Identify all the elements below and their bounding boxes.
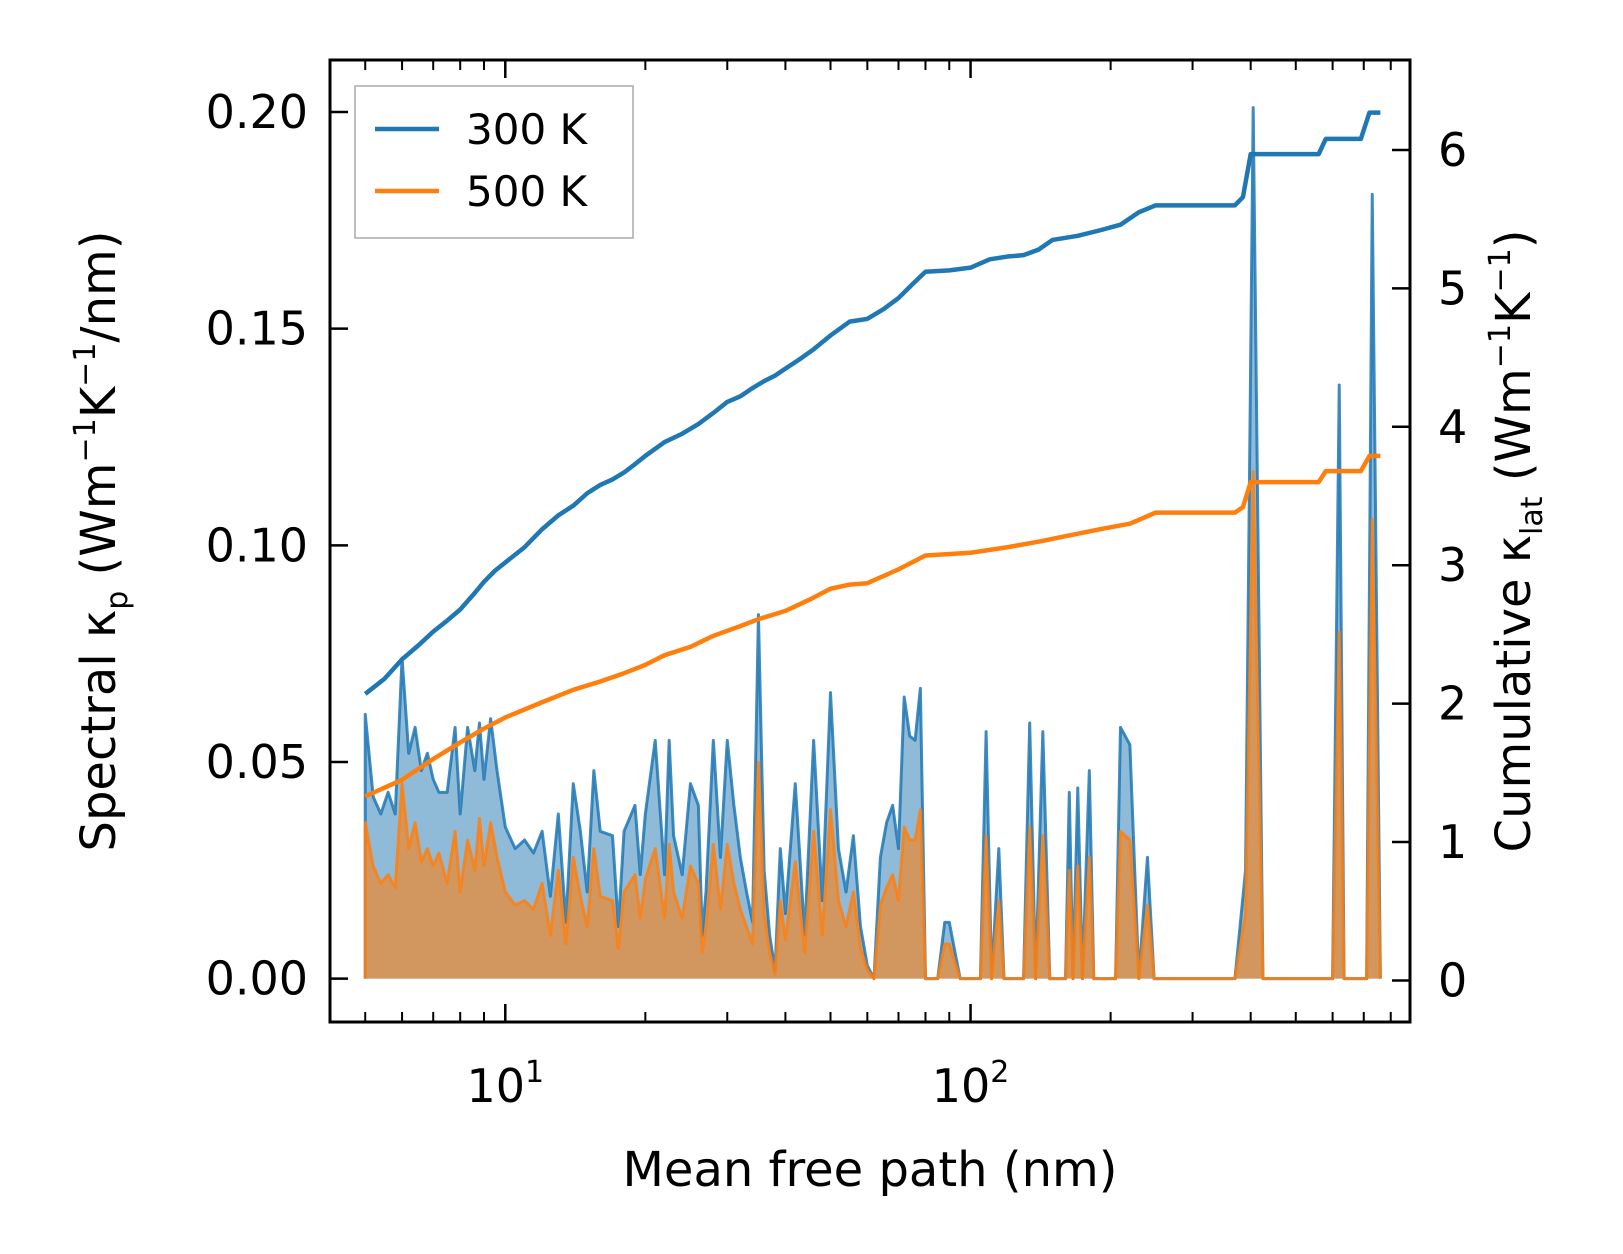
x-axis-title: Mean free path (nm) xyxy=(623,1142,1118,1198)
right-y-tick-label: 4 xyxy=(1438,400,1467,454)
right-y-tick-label: 1 xyxy=(1438,815,1467,869)
left-y-tick-label: 0.05 xyxy=(206,735,308,789)
left-y-tick-label: 0.20 xyxy=(206,85,308,139)
cumulative-line-500k xyxy=(364,453,1381,799)
axis-ticks xyxy=(330,60,1410,1022)
right-y-tick-label: 2 xyxy=(1438,677,1467,731)
plot-frame xyxy=(328,58,1412,1024)
x-tick-label: 101 xyxy=(466,1055,544,1113)
left-y-tick-label: 0.00 xyxy=(206,952,308,1006)
spectral-area-500k xyxy=(365,471,1381,979)
left-y-tick-label: 0.10 xyxy=(206,518,308,572)
spectral-area-300k xyxy=(365,107,1381,979)
legend-frame xyxy=(354,85,634,239)
legend-label-500k: 500 K xyxy=(466,167,589,216)
right-y-tick-label: 3 xyxy=(1438,538,1467,592)
left-axis-title: Spectral κp (Wm−1K−1/nm) xyxy=(68,231,135,852)
right-y-tick-label: 0 xyxy=(1438,953,1467,1007)
x-tick-label: 102 xyxy=(932,1055,1010,1113)
right-y-tick-label: 5 xyxy=(1438,261,1467,315)
legend-label-300k: 300 K xyxy=(466,105,589,154)
legend: 300 K 500 K xyxy=(354,85,634,239)
right-y-tick-label: 6 xyxy=(1438,123,1467,177)
plot-area xyxy=(363,106,1382,981)
spectral-line-500k xyxy=(363,470,1382,981)
cumulative-line-300k xyxy=(363,110,1381,696)
right-axis-title: Cumulative κlat (Wm−1K−1) xyxy=(1483,230,1550,853)
left-y-tick-label: 0.15 xyxy=(206,302,308,356)
